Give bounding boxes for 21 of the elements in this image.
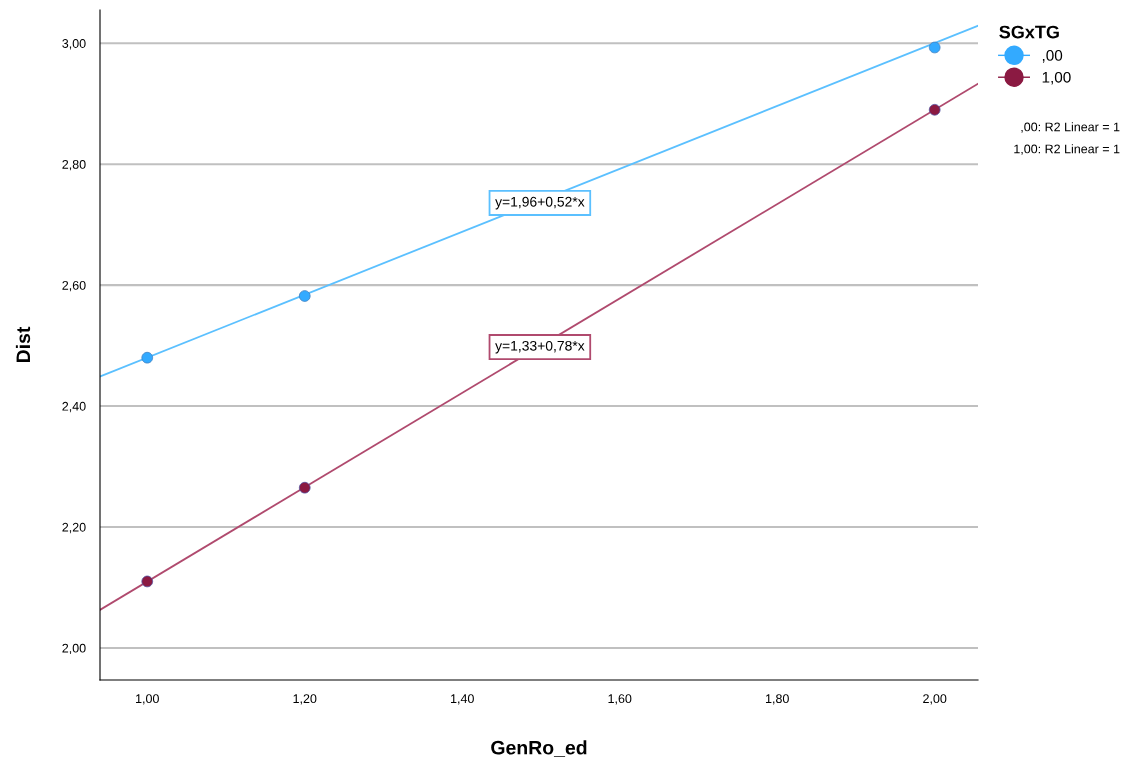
annotation: y=1,96+0,52*x [495, 196, 585, 210]
x-tick-label: 1,00 [136, 694, 159, 705]
annotation: y=1,33+0,78*x [495, 340, 585, 354]
x-tick-label: 1,20 [293, 694, 317, 705]
legend-label: ,00 [1042, 50, 1063, 63]
x-axis-title: GenRo_ed [491, 740, 587, 757]
x-tick-label: 2,00 [923, 694, 947, 705]
y-tick-label: 2,00 [62, 643, 86, 655]
y-tick-label: 2,60 [62, 280, 86, 292]
legend-label: 1,00 [1042, 71, 1071, 85]
y-tick-label: 2,20 [62, 522, 86, 534]
y-tick-label: 3,00 [62, 39, 86, 50]
x-tick-label: 1,40 [451, 694, 474, 705]
x-tick-label: 1,80 [765, 694, 789, 705]
legend-title: SGxTG [999, 25, 1059, 39]
y-tick-label: 2,80 [62, 160, 86, 171]
y-axis-title: Dist [15, 326, 31, 363]
x-tick-label: 1,60 [608, 694, 632, 705]
text: ,00: R2 Linear = 1 [1021, 122, 1120, 133]
text: 1,00: R2 Linear = 1 [1014, 144, 1120, 155]
y-tick-label: 2,40 [62, 401, 86, 413]
